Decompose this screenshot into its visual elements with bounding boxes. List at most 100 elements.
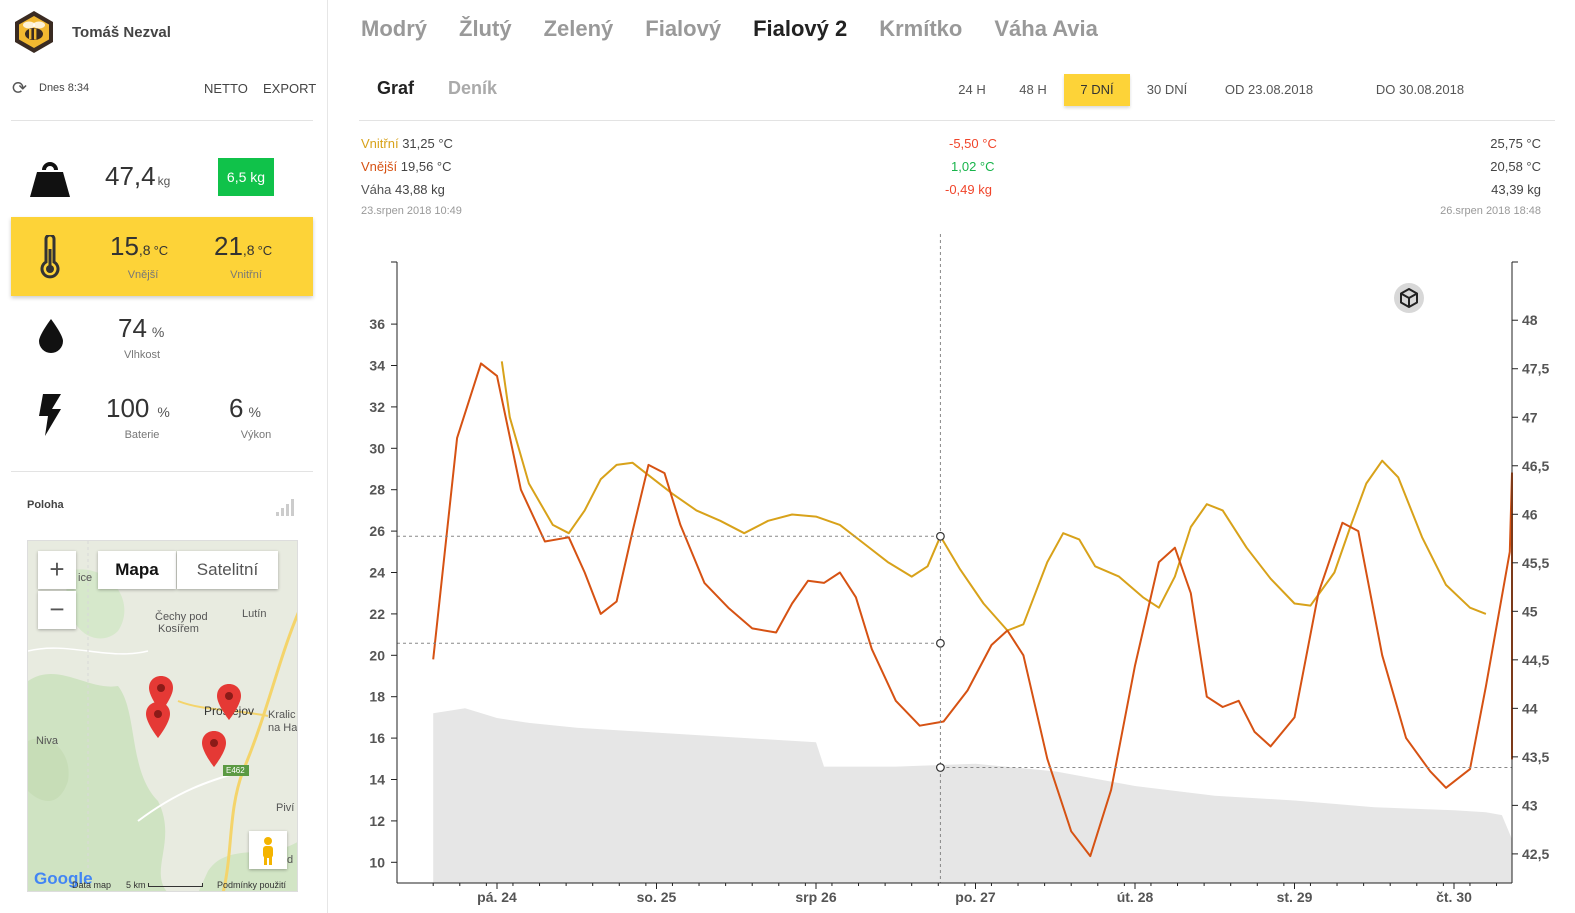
left-tick-label: 20: [369, 647, 385, 663]
tab-zeleny[interactable]: Zelený: [543, 16, 614, 41]
humidity-label: Vlhkost: [123, 349, 161, 361]
range-24h[interactable]: 24 H: [958, 82, 986, 97]
cursor-marker: [936, 638, 945, 648]
netto-button[interactable]: NETTO: [204, 81, 248, 96]
left-tick-label: 36: [369, 316, 385, 332]
tab-modry[interactable]: Modrý: [361, 16, 427, 41]
zoom-out-button[interactable]: −: [38, 591, 76, 629]
battery-value: 100%: [106, 393, 170, 424]
drop-icon: [39, 319, 63, 353]
right-tick-label: 48: [1522, 312, 1538, 328]
right-tick-label: 43: [1522, 797, 1538, 813]
right-tick-label: 45,5: [1522, 555, 1549, 571]
location-map[interactable]: + − Mapa Satelitní Čechy pod Kosířem Lut…: [27, 540, 298, 892]
tab-fialovy[interactable]: Fialový: [645, 16, 722, 41]
right-tick-label: 45: [1522, 603, 1538, 619]
date-from[interactable]: OD 23.08.2018: [1224, 82, 1314, 97]
outer-delta: 1,02 °C: [951, 159, 995, 174]
left-tick-label: 16: [369, 730, 385, 746]
map-scale: 5 km: [126, 880, 146, 890]
outer-temp-dec: ,8: [138, 242, 151, 258]
right-tick-label: 44: [1522, 700, 1538, 716]
inner-temp-label: Vnitřní: [230, 269, 262, 281]
outer-label: Vnější: [361, 159, 398, 174]
map-type-satellite[interactable]: Satelitní: [177, 551, 278, 589]
map-marker-icon[interactable]: [216, 683, 242, 721]
cursor-marker: [936, 531, 945, 541]
cube-icon[interactable]: [1394, 283, 1424, 313]
inner-label: Vnitřní: [361, 136, 399, 151]
weight-unit: kg: [157, 174, 171, 188]
zoom-in-button[interactable]: +: [38, 551, 76, 589]
readout-weight-left: Váha 43,88 kg: [361, 182, 445, 197]
sync-row: ⟳ Dnes 8:34 NETTO EXPORT: [12, 78, 316, 100]
tab-graf[interactable]: Graf: [377, 78, 415, 98]
outer-temp-line: [432, 362, 1513, 858]
start-timestamp: 23.srpen 2018 10:49: [361, 205, 462, 217]
left-tick-label: 28: [369, 482, 385, 498]
tab-fialovy-2[interactable]: Fialový 2: [753, 16, 848, 41]
battery-unit: %: [157, 404, 170, 420]
output-value: 6%: [229, 393, 261, 424]
x-tick-label: pá. 24: [477, 889, 517, 905]
x-tick-label: út. 28: [1117, 889, 1154, 905]
google-logo: Google: [34, 869, 93, 888]
x-tick-label: po. 27: [955, 889, 996, 905]
temperature-row[interactable]: 15,8 °C Vnější 21,8 °C Vnitřní: [11, 217, 313, 296]
bolt-icon: [39, 394, 61, 436]
view-tabs: Graf Deník: [377, 78, 531, 99]
map-label: d: [287, 854, 294, 866]
map-label: Čechy pod: [155, 611, 208, 623]
battery-label: Baterie: [124, 429, 160, 441]
humidity-number: 74: [118, 313, 147, 343]
end-timestamp: 26.srpen 2018 18:48: [1440, 205, 1541, 217]
weight-change-badge: 6,5 kg: [218, 158, 274, 196]
x-tick-label: so. 25: [637, 889, 677, 905]
map-data-link[interactable]: Data map: [72, 880, 112, 890]
sync-icon[interactable]: ⟳: [12, 78, 28, 98]
weight-end-value: 43,39 kg: [1491, 182, 1541, 197]
outer-start-value: 19,56 °C: [400, 159, 452, 174]
divider: [11, 120, 313, 121]
map-type-map[interactable]: Mapa: [98, 551, 176, 589]
left-tick-label: 34: [369, 358, 385, 374]
right-tick-label: 44,5: [1522, 652, 1549, 668]
map-label: Lutín: [242, 608, 267, 620]
map-scale-bar: [148, 883, 203, 887]
range-48h[interactable]: 48 H: [1019, 82, 1047, 97]
x-tick-label: st. 29: [1277, 889, 1313, 905]
tab-denik[interactable]: Deník: [448, 78, 498, 98]
left-tick-label: 26: [369, 523, 385, 539]
battery-number: 100: [106, 393, 150, 423]
weight-area-series: [433, 359, 1513, 883]
power-row: 100% Baterie 6% Výkon: [11, 390, 313, 446]
left-tick-label: 14: [369, 772, 385, 788]
range-30d[interactable]: 30 DNÍ: [1146, 82, 1188, 97]
outer-temp-label: Vnější: [127, 269, 159, 281]
inner-temp-dec: ,8: [242, 242, 255, 258]
outer-end-value: 20,58 °C: [1490, 159, 1541, 174]
range-7d[interactable]: 7 DNÍ: [1064, 74, 1130, 106]
street-view-button[interactable]: [249, 831, 287, 869]
left-tick-label: 30: [369, 440, 385, 456]
right-tick-label: 42,5: [1522, 846, 1549, 862]
tab-krmitko[interactable]: Krmítko: [879, 16, 963, 41]
map-marker-icon[interactable]: [145, 701, 171, 739]
map-marker-icon[interactable]: [201, 730, 227, 768]
map-label: Piví: [276, 802, 295, 814]
pegman-icon: [263, 837, 273, 865]
tab-vaha-avia[interactable]: Váha Avia: [994, 16, 1098, 41]
outer-temp-int: 15: [110, 231, 139, 261]
map-terms-link[interactable]: Podmínky použití: [217, 880, 287, 890]
date-to[interactable]: DO 30.08.2018: [1375, 82, 1465, 97]
readout-outer-left: Vnější 19,56 °C: [361, 159, 452, 174]
inner-temp-line: [500, 361, 1487, 632]
divider: [359, 120, 1555, 121]
outer-temp-value: 15,8 °C: [110, 231, 168, 262]
tab-zluty[interactable]: Žlutý: [459, 16, 512, 41]
export-button[interactable]: EXPORT: [263, 81, 317, 96]
inner-end-value: 25,75 °C: [1490, 136, 1541, 151]
map-label: ice: [78, 572, 93, 584]
hive-chart[interactable]: 10 12 14 16 18 20 22 24 26 28 30 32 34 36 42,5 43 43,5 44…: [329, 0, 1575, 913]
inner-temp-unit: °C: [257, 243, 273, 258]
